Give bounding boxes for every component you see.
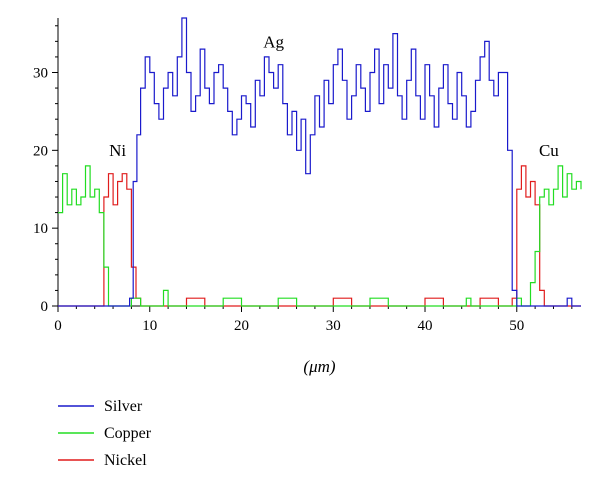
x-tick-label: 10 <box>142 318 157 334</box>
y-tick-label: 20 <box>33 143 48 159</box>
ticks: 0 10 20 30 0 10 20 30 40 50 <box>33 25 573 334</box>
annotation-ni: Ni <box>109 141 126 160</box>
x-axis-label: (μm) <box>303 357 335 376</box>
x-tick-label: 20 <box>234 318 249 334</box>
x-tick-label: 50 <box>509 318 524 334</box>
annotations: Ni Ag Cu <box>109 33 559 160</box>
annotation-ag: Ag <box>263 33 284 52</box>
y-tick-label: 10 <box>33 221 48 237</box>
series-line-nickel <box>58 165 581 307</box>
x-tick-label: 40 <box>418 318 433 334</box>
series-line-copper <box>58 165 582 307</box>
y-tick-label: 0 <box>41 299 49 315</box>
legend-label-nickel: Nickel <box>104 452 147 469</box>
legend-label-silver: Silver <box>104 398 143 415</box>
x-tick-label: 30 <box>326 318 341 334</box>
y-tick-label: 30 <box>33 65 48 81</box>
annotation-cu: Cu <box>539 141 559 160</box>
x-tick-label: 0 <box>54 318 62 334</box>
legend-label-copper: Copper <box>104 425 152 442</box>
series-line-silver <box>58 17 581 307</box>
legend: Silver Copper Nickel <box>58 398 152 469</box>
series-layer <box>58 17 582 307</box>
